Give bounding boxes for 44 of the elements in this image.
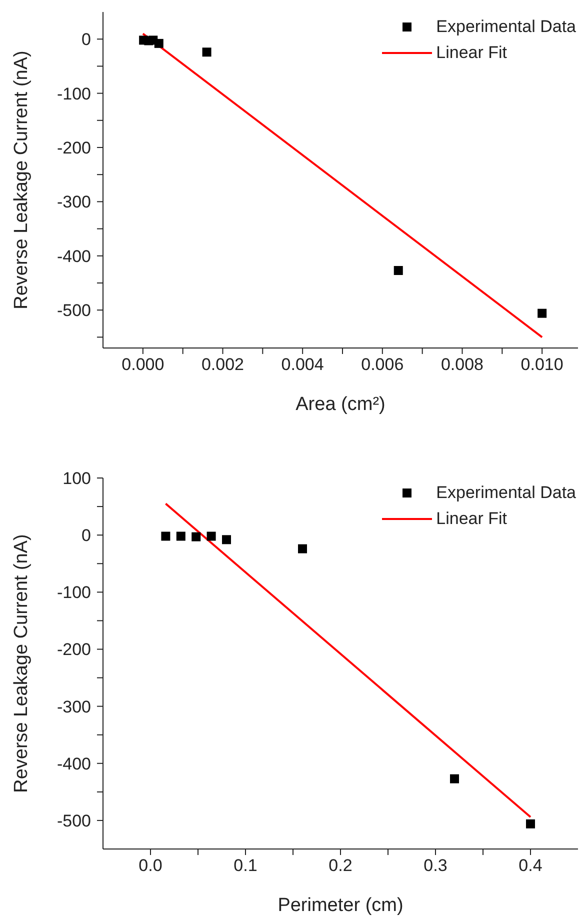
y-tick-label: -500 xyxy=(56,811,91,830)
point xyxy=(394,266,403,276)
point xyxy=(298,544,307,554)
point xyxy=(192,532,201,542)
x-tick-label: 0.000 xyxy=(122,355,164,374)
point xyxy=(202,48,212,57)
x-tick-label: 0.010 xyxy=(520,355,564,374)
x-tick-label: 0.4 xyxy=(518,856,542,875)
legend-label: Linear Fit xyxy=(436,509,508,529)
x-tick-label: 0.004 xyxy=(281,355,324,374)
point xyxy=(538,308,547,318)
y-tick-label: -300 xyxy=(56,192,91,212)
y-tick-label: -100 xyxy=(56,583,91,602)
y-tick-label: -100 xyxy=(56,84,91,104)
y-tick-label: 0 xyxy=(82,30,91,50)
y-tick-label: -500 xyxy=(56,301,91,320)
x-axis-title: Area (cm²) xyxy=(296,394,386,415)
y-axis-title: Reverse Leakage Current (nA) xyxy=(11,50,32,310)
y-axis-title: Reverse Leakage Current (nA) xyxy=(11,534,32,793)
point xyxy=(526,819,535,828)
point xyxy=(176,532,186,541)
legend-label: Linear Fit xyxy=(436,43,508,63)
x-tick-label: 0.3 xyxy=(424,856,448,875)
point xyxy=(206,532,216,541)
legend-label: Experimental Data xyxy=(436,17,576,37)
x-tick-label: 0.008 xyxy=(440,355,484,374)
x-tick-label: 0.1 xyxy=(234,856,258,875)
x-tick-label: 0.2 xyxy=(328,856,352,875)
point xyxy=(161,532,170,541)
y-tick-label: -400 xyxy=(56,754,91,774)
y-tick-label: 0 xyxy=(82,526,91,546)
y-tick-label: -200 xyxy=(56,138,91,158)
legend-label: Experimental Data xyxy=(436,483,576,503)
y-tick-label: 100 xyxy=(62,469,91,488)
y-tick-label: -300 xyxy=(56,697,91,716)
point xyxy=(450,774,459,784)
x-tick-label: 0.002 xyxy=(201,355,244,374)
y-tick-label: -200 xyxy=(56,640,91,660)
point xyxy=(222,535,231,544)
x-tick-label: 0.006 xyxy=(361,355,404,374)
y-tick-label: -400 xyxy=(56,246,91,266)
x-tick-label: 0.0 xyxy=(138,856,162,875)
point xyxy=(154,38,164,48)
x-axis-title: Perimeter (cm) xyxy=(278,895,404,916)
